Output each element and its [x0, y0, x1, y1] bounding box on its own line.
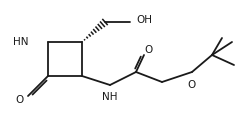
Text: O: O: [16, 95, 24, 105]
Text: HN: HN: [12, 37, 28, 47]
Text: NH: NH: [102, 92, 118, 102]
Text: OH: OH: [136, 15, 152, 25]
Text: O: O: [144, 45, 152, 55]
Text: O: O: [188, 80, 196, 90]
